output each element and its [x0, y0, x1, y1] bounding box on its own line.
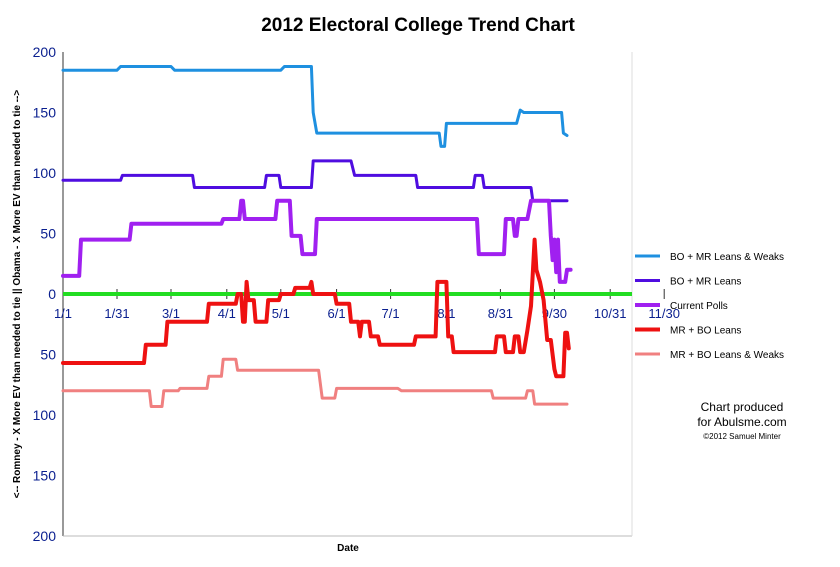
- y-tick-labels: 200 150 100 50 0 50 100 150 200: [33, 44, 57, 544]
- credit-line-1: Chart produced: [701, 400, 784, 414]
- y-tick-label: 0: [48, 286, 56, 302]
- x-axis-label: Date: [337, 543, 359, 554]
- y-tick-label: 150: [33, 468, 57, 484]
- x-tick-label: 10/31: [594, 306, 627, 321]
- y-tick-label: 50: [40, 226, 56, 242]
- series-lines: [61, 65, 573, 408]
- credit-line-3: ©2012 Samuel Minter: [703, 432, 781, 441]
- series-line-1: [61, 65, 569, 148]
- series-line-3: [61, 198, 573, 284]
- x-tick-label: 6/1: [328, 306, 346, 321]
- x-tick-label: 1/1: [54, 306, 72, 321]
- legend-label: BO + MR Leans & Weaks: [670, 252, 784, 263]
- x-tick-label: 9/30: [542, 306, 567, 321]
- x-tick-label: 11/30: [648, 306, 680, 321]
- y-tick-label: 50: [40, 347, 56, 363]
- x-tick-label: 4/1: [218, 306, 236, 321]
- chart-title: 2012 Electoral College Trend Chart: [261, 15, 575, 36]
- legend-label: BO + MR Leans: [670, 277, 741, 288]
- x-tick-label: 3/1: [162, 306, 180, 321]
- x-tick-label: 7/1: [382, 306, 400, 321]
- credit-line-2: for Abulsme.com: [697, 415, 786, 429]
- y-tick-label: 100: [33, 407, 57, 423]
- series-line-5: [61, 357, 569, 408]
- legend: BO + MR Leans & Weaks BO + MR Leans Curren…: [635, 252, 784, 361]
- legend-label: MR + BO Leans & Weaks: [670, 350, 784, 361]
- y-tick-label: 150: [33, 105, 57, 121]
- y-axis-label: <-- Romney - X More EV than needed to ti…: [12, 90, 23, 499]
- x-tick-label: 5/1: [272, 306, 290, 321]
- x-tick-label: 8/31: [488, 306, 513, 321]
- series-line-4: [61, 237, 571, 379]
- x-tick-label: 1/31: [104, 306, 129, 321]
- legend-label: Current Polls: [670, 301, 728, 312]
- y-tick-label: 200: [33, 44, 57, 60]
- y-tick-label: 100: [33, 165, 57, 181]
- y-tick-label: 200: [33, 528, 57, 544]
- series-line-2: [61, 159, 569, 203]
- legend-label: MR + BO Leans: [670, 326, 741, 337]
